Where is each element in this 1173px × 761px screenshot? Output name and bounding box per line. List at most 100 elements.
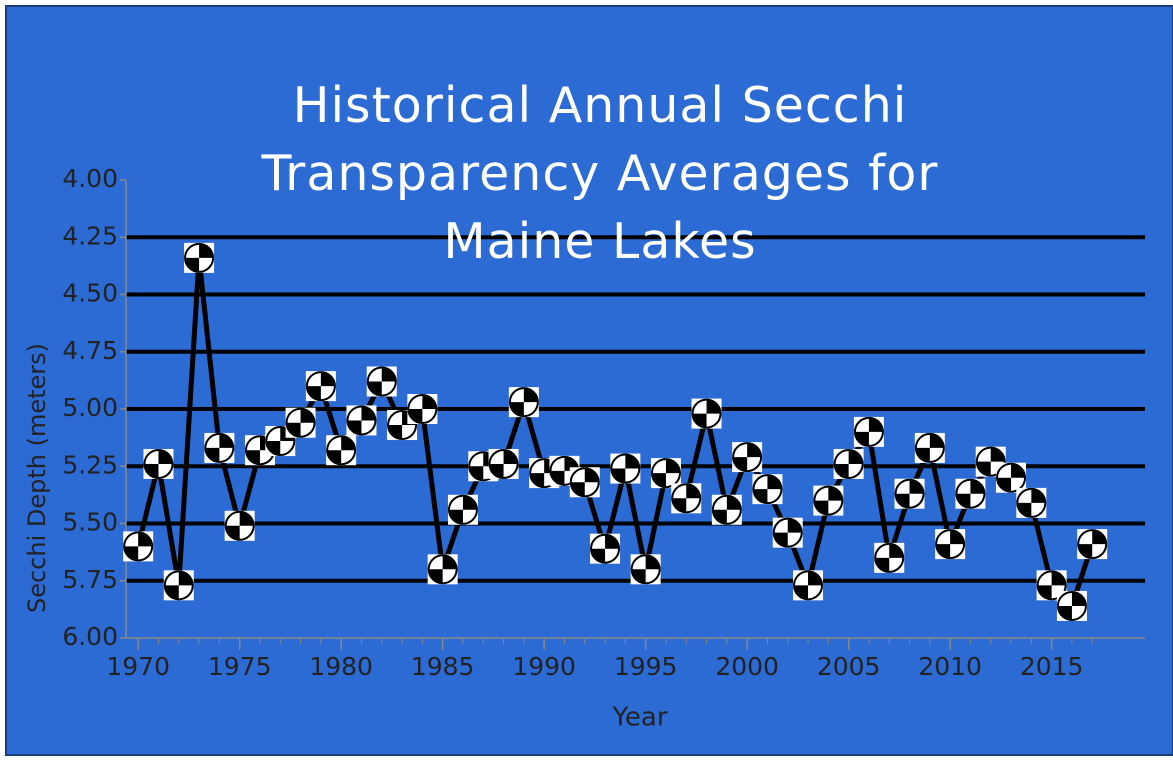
marker-quadrants [1037, 571, 1066, 600]
marker-quadrants [631, 555, 660, 584]
point-marker [143, 448, 174, 479]
point-marker [447, 494, 478, 525]
point-marker [996, 462, 1027, 493]
marker-quadrants [854, 417, 883, 446]
point-marker [630, 554, 661, 585]
marker-quadrants [225, 511, 254, 540]
point-marker [650, 458, 681, 489]
point-marker [813, 485, 844, 516]
x-tick-label: 1975 [208, 652, 272, 681]
marker-quadrants [124, 532, 153, 561]
marker-quadrants [428, 555, 457, 584]
marker-quadrants [712, 495, 741, 524]
marker-quadrants [956, 479, 985, 508]
point-marker [305, 371, 336, 402]
marker-quadrants [327, 436, 356, 465]
marker-quadrants [753, 475, 782, 504]
marker-quadrants [489, 449, 518, 478]
point-marker [427, 554, 458, 585]
chart-title: Historical Annual Secchi Transparency Av… [261, 77, 939, 270]
point-marker [671, 483, 702, 514]
x-tick-label: 1970 [106, 652, 170, 681]
x-tick-label: 1990 [512, 652, 576, 681]
marker-quadrants [550, 456, 579, 485]
point-marker [366, 366, 397, 397]
marker-quadrants [286, 408, 315, 437]
x-tick-label: 1980 [309, 652, 373, 681]
marker-quadrants [408, 395, 437, 423]
marker-quadrants [205, 433, 234, 462]
x-tick-label: 2005 [817, 652, 881, 681]
point-marker [752, 474, 783, 505]
marker-quadrants [347, 406, 376, 435]
marker-quadrants [1078, 530, 1107, 559]
point-marker [184, 242, 215, 273]
marker-quadrants [976, 447, 1005, 476]
point-marker [914, 432, 945, 463]
marker-quadrants [367, 367, 396, 396]
point-marker [610, 453, 641, 484]
point-marker [955, 478, 986, 509]
point-marker [1077, 529, 1108, 560]
point-marker [874, 542, 905, 573]
marker-quadrants [997, 463, 1026, 492]
y-tick-label: 5.75 [62, 565, 118, 594]
marker-quadrants [895, 479, 924, 508]
point-marker [326, 435, 357, 466]
x-tick-label: 2000 [715, 652, 779, 681]
x-tick-label: 2015 [1020, 652, 1084, 681]
point-marker [123, 531, 154, 562]
marker-quadrants [651, 459, 680, 488]
point-marker [224, 510, 255, 541]
x-axis-label: Year [611, 703, 667, 733]
marker-quadrants [306, 372, 335, 401]
marker-quadrants [1017, 488, 1046, 517]
marker-quadrants [794, 571, 823, 600]
point-marker [711, 494, 742, 525]
marker-quadrants [591, 534, 620, 563]
y-axis-label: Secchi Depth (meters) [23, 343, 51, 613]
marker-quadrants [509, 388, 538, 417]
marker-quadrants [936, 530, 965, 559]
marker-quadrants [144, 449, 173, 478]
point-marker [508, 387, 539, 418]
point-marker [1016, 487, 1047, 518]
point-marker [285, 407, 316, 438]
point-marker [387, 410, 418, 441]
x-tick-label: 1985 [411, 652, 475, 681]
marker-quadrants [448, 495, 477, 524]
point-marker [1056, 590, 1087, 621]
y-tick-label: 4.75 [62, 336, 118, 365]
marker-quadrants [1057, 591, 1086, 620]
marker-quadrants [611, 454, 640, 483]
y-tick-label: 4.50 [62, 279, 118, 308]
point-marker [590, 533, 621, 564]
point-marker [853, 416, 884, 447]
marker-quadrants [814, 486, 843, 515]
point-marker [407, 394, 438, 424]
background [5, 5, 1173, 756]
y-tick-label: 5.50 [62, 508, 118, 537]
point-marker [488, 448, 519, 479]
point-marker [772, 517, 803, 548]
point-marker [894, 478, 925, 509]
point-marker [163, 570, 194, 601]
point-marker [346, 405, 377, 436]
point-marker [833, 448, 864, 479]
marker-quadrants [185, 243, 214, 272]
marker-quadrants [834, 449, 863, 478]
x-tick-label: 2010 [918, 652, 982, 681]
marker-quadrants [773, 518, 802, 547]
marker-quadrants [570, 468, 599, 497]
x-tick-label: 1995 [614, 652, 678, 681]
point-marker [569, 467, 600, 498]
marker-quadrants [733, 443, 762, 472]
y-tick-label: 4.25 [62, 221, 118, 250]
marker-quadrants [875, 543, 904, 572]
marker-quadrants [692, 399, 721, 428]
point-marker [204, 432, 235, 463]
y-tick-label: 5.25 [62, 450, 118, 479]
point-marker [793, 570, 824, 601]
